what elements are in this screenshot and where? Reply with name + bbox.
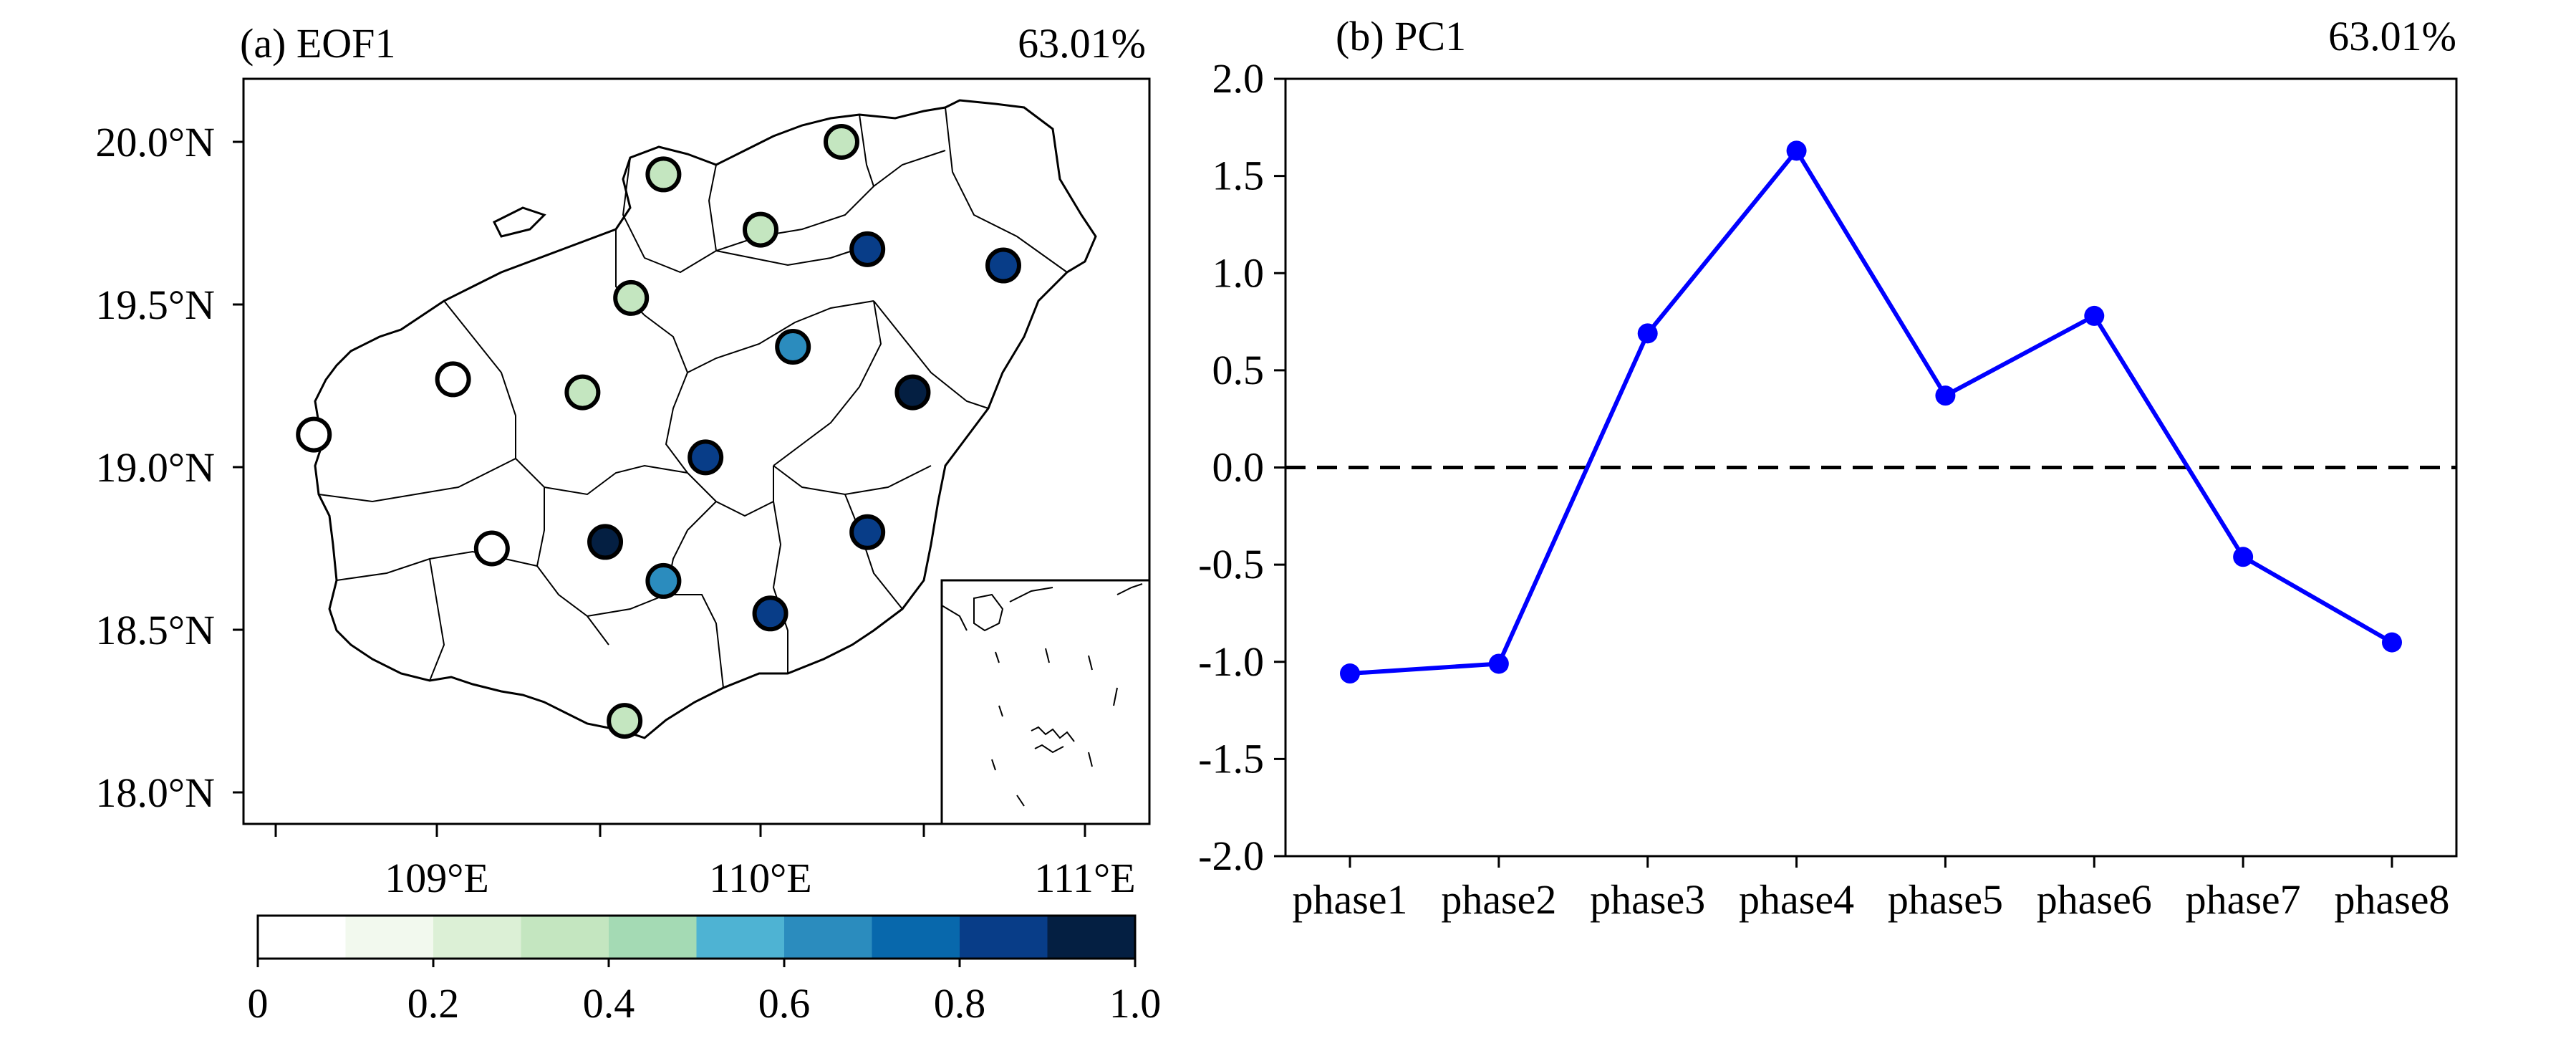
y-tick-label: 1.0 xyxy=(1212,249,1265,296)
colorbar-segment xyxy=(872,916,960,959)
colorbar-ticks: 0 0.2 0.4 0.6 0.8 1.0 xyxy=(248,980,1162,1027)
colorbar-segment xyxy=(960,916,1048,959)
lat-tick-label: 20.0°N xyxy=(95,119,215,165)
pc1-data-point xyxy=(2382,632,2402,653)
y-tick-label: -1.5 xyxy=(1198,735,1264,782)
station-marker xyxy=(613,279,650,316)
panel-a: (a) EOF1 63.01% xyxy=(95,20,1161,1027)
x-tick-label: phase7 xyxy=(2186,876,2301,923)
station-marker xyxy=(752,595,788,632)
colorbar-segment xyxy=(1047,916,1136,959)
station-marker xyxy=(849,231,886,267)
panel-b-variance: 63.01% xyxy=(2328,13,2456,59)
lon-tick-label: 110°E xyxy=(709,855,811,901)
pc1-data-point xyxy=(2233,547,2254,567)
station-marker xyxy=(743,211,778,248)
x-axis: phase1 phase2 phase3 phase4 phase5 phase6 phas… xyxy=(1292,856,2450,923)
lon-tick-label: 109°E xyxy=(385,855,489,901)
lat-tick-label: 19.5°N xyxy=(95,282,215,328)
island-coastline xyxy=(314,99,1097,739)
colorbar-segment xyxy=(433,916,521,959)
colorbar-tick-label: 0.2 xyxy=(407,980,460,1027)
x-tick-label: phase6 xyxy=(2037,876,2152,923)
colorbar-segment xyxy=(696,916,785,959)
pc1-data-point xyxy=(1786,140,1807,161)
pc1-data-point xyxy=(1637,323,1658,344)
colorbar-tick-label: 0.4 xyxy=(583,980,635,1027)
x-tick-label: phase2 xyxy=(1441,876,1556,923)
colorbar xyxy=(256,914,1137,967)
pc1-data-point xyxy=(1340,663,1360,684)
station-marker xyxy=(296,416,332,453)
pc1-data-point xyxy=(2084,305,2105,326)
colorbar-tick-label: 0 xyxy=(248,980,269,1027)
inset-map-features xyxy=(941,583,1143,807)
station-marker xyxy=(985,247,1021,284)
panel-b-title: (b) PC1 xyxy=(1336,13,1466,59)
y-tick-label: 2.0 xyxy=(1212,55,1265,102)
lat-axis: 20.0°N 19.5°N 19.0°N 18.5°N 18.0°N xyxy=(95,119,243,816)
lat-tick-label: 18.5°N xyxy=(95,607,215,653)
pc1-series-points xyxy=(1340,140,2402,684)
west-bay xyxy=(492,206,546,238)
x-tick-label: phase1 xyxy=(1292,876,1407,923)
pc1-data-point xyxy=(1488,653,1509,674)
station-marker xyxy=(824,124,859,160)
station-marker xyxy=(894,374,931,411)
y-tick-label: -2.0 xyxy=(1198,833,1264,879)
x-tick-label: phase4 xyxy=(1739,876,1854,923)
y-tick-label: 0.5 xyxy=(1212,347,1265,393)
colorbar-tick-label: 1.0 xyxy=(1109,980,1162,1027)
colorbar-outline xyxy=(256,914,1137,960)
panel-a-variance: 63.01% xyxy=(1018,20,1146,67)
lon-axis: 109°E 110°E 111°E xyxy=(274,824,1136,901)
station-marker xyxy=(775,329,811,365)
x-tick-label: phase8 xyxy=(2334,876,2449,923)
station-marker xyxy=(849,514,886,550)
y-tick-label: 0.0 xyxy=(1212,444,1265,491)
y-tick-label: -1.0 xyxy=(1198,638,1264,685)
colorbar-tick-label: 0.8 xyxy=(934,980,986,1027)
colorbar-segment xyxy=(609,916,697,959)
station-markers xyxy=(296,124,1021,739)
county-boundaries xyxy=(318,107,1068,689)
inset-map xyxy=(940,579,1151,825)
x-tick-label: phase5 xyxy=(1888,876,2003,923)
y-tick-label: 1.5 xyxy=(1212,153,1265,199)
station-marker xyxy=(645,562,682,599)
y-tick-label: -0.5 xyxy=(1198,541,1264,587)
panel-a-title: (a) EOF1 xyxy=(240,20,395,67)
station-marker xyxy=(587,524,624,560)
colorbar-tick-label: 0.6 xyxy=(758,980,811,1027)
panel-b: (b) PC1 63.01% 2.0 1.5 1.0 0.5 0.0 -0.5 -1.0 -1… xyxy=(1198,13,2458,923)
colorbar-segment xyxy=(345,916,434,959)
y-axis: 2.0 1.5 1.0 0.5 0.0 -0.5 -1.0 -1.5 -2.0 xyxy=(1198,55,1285,879)
station-marker xyxy=(435,361,471,398)
lat-tick-label: 18.0°N xyxy=(95,769,215,816)
station-marker xyxy=(645,156,682,193)
station-marker xyxy=(607,703,643,739)
colorbar-segment xyxy=(784,916,872,959)
lon-tick-label: 111°E xyxy=(1034,855,1135,901)
x-tick-label: phase3 xyxy=(1590,876,1705,923)
colorbar-segment xyxy=(258,916,346,959)
lat-tick-label: 19.0°N xyxy=(95,444,215,491)
station-marker xyxy=(688,439,724,476)
pc1-data-point xyxy=(1935,385,1956,406)
station-marker xyxy=(564,374,601,411)
pc1-series-line xyxy=(1349,147,2393,676)
station-marker xyxy=(473,530,510,567)
colorbar-segment xyxy=(521,916,609,959)
